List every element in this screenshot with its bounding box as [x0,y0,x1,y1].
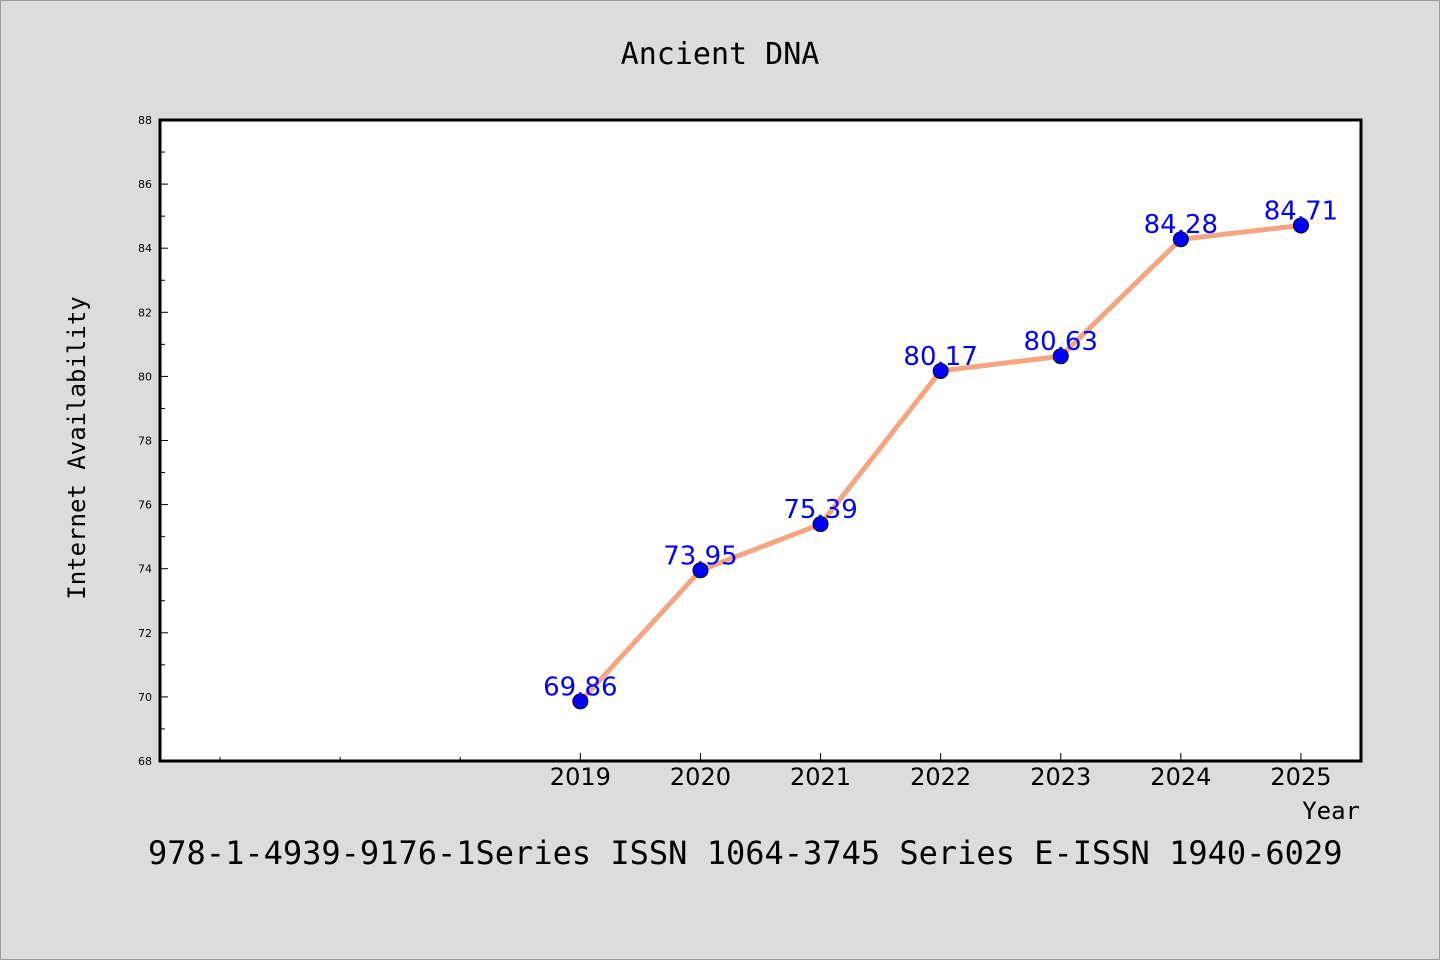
data-point [1292,217,1309,234]
data-labels: 69.86 73.95 75.39 80.17 80.63 84.28 84.71 [543,196,1338,702]
data-label: 73.95 [663,541,737,571]
data-point [692,562,709,579]
data-point [932,362,949,379]
y-tick-label: 86 [138,178,152,191]
data-label: 80.17 [903,342,977,372]
data-label: 69.86 [543,672,617,702]
footer-isbn-text: 978-1-4939-9176-1Series ISSN 1064-3745 S… [148,834,1342,872]
x-tick-label: 2025 [1270,763,1331,791]
y-tick-label: 72 [138,627,152,640]
y-tick-label: 88 [138,114,152,127]
y-tick-label: 76 [138,499,152,512]
y-tick-label: 78 [138,435,152,448]
series-layer [572,217,1309,710]
plot-area [160,120,1361,761]
data-label: 75.39 [783,495,857,525]
y-tick-label: 70 [138,691,152,704]
x-tick-label: 2024 [1150,763,1211,791]
y-tick-label: 80 [138,370,152,383]
x-axis-title: Year [1302,797,1360,825]
x-tick-label: 2020 [670,763,731,791]
x-axis: 2019 2020 2021 2022 2023 2024 2025 [219,753,1331,791]
data-label: 80.63 [1024,327,1098,357]
x-tick-label: 2023 [1030,763,1091,791]
y-tick-label: 82 [138,306,152,319]
y-tick-label: 84 [138,242,152,255]
y-axis-title: Internet Availability [63,296,91,599]
data-point [1052,348,1069,365]
data-label: 84.71 [1264,196,1338,226]
y-tick-label: 74 [138,563,152,576]
y-tick-label: 68 [138,755,152,768]
x-tick-label: 2022 [910,763,971,791]
plot-border [158,118,1363,763]
x-tick-label: 2021 [790,763,851,791]
data-point [1172,231,1189,248]
x-tick-label: 2019 [550,763,611,791]
chart-title: Ancient DNA [621,37,820,72]
data-point [572,693,589,710]
data-label: 84.28 [1144,210,1218,240]
data-point [812,516,829,533]
